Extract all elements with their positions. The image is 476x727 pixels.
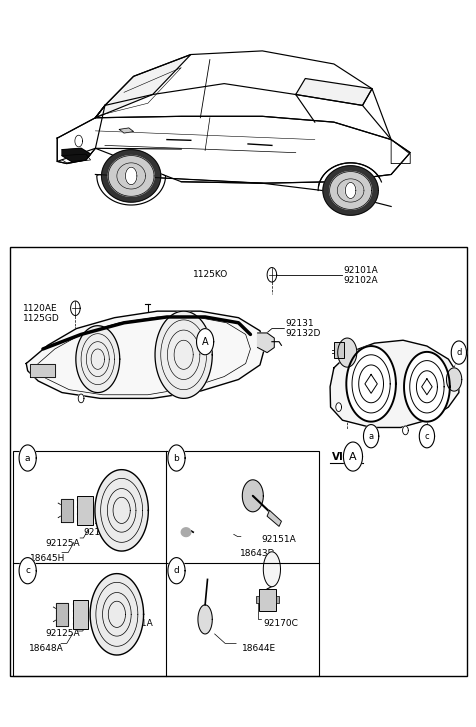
Bar	[275, 596, 278, 603]
Bar	[77, 496, 92, 525]
Polygon shape	[19, 445, 36, 471]
Polygon shape	[30, 364, 55, 377]
Text: 92151A: 92151A	[261, 535, 296, 544]
Polygon shape	[78, 394, 84, 403]
Polygon shape	[329, 340, 458, 427]
Bar	[333, 342, 344, 358]
Polygon shape	[119, 128, 133, 133]
Polygon shape	[418, 425, 434, 448]
Text: 92170C: 92170C	[263, 619, 298, 628]
Polygon shape	[446, 368, 461, 391]
Polygon shape	[57, 116, 409, 183]
Text: 18645H: 18645H	[30, 554, 65, 563]
Polygon shape	[337, 338, 356, 367]
Text: 1125KO: 1125KO	[192, 270, 228, 279]
Polygon shape	[335, 403, 341, 411]
Text: 18644E: 18644E	[242, 644, 276, 653]
Text: 18648A: 18648A	[29, 644, 63, 653]
Polygon shape	[168, 558, 185, 584]
Polygon shape	[90, 574, 143, 655]
Text: c: c	[424, 432, 428, 441]
Text: 92131: 92131	[285, 319, 313, 328]
Polygon shape	[322, 166, 377, 215]
Polygon shape	[75, 135, 82, 147]
Polygon shape	[345, 182, 355, 198]
Text: 1120AE: 1120AE	[23, 304, 58, 313]
Text: a: a	[25, 454, 30, 462]
Text: 92214: 92214	[83, 518, 111, 526]
Text: 1125GD: 1125GD	[23, 314, 60, 323]
Text: 92161A: 92161A	[118, 619, 153, 628]
Polygon shape	[97, 176, 165, 205]
Text: A: A	[348, 451, 356, 462]
Polygon shape	[56, 603, 68, 626]
Polygon shape	[196, 329, 213, 355]
Polygon shape	[101, 150, 160, 202]
Polygon shape	[108, 156, 154, 196]
Polygon shape	[57, 105, 105, 164]
Bar	[10, 247, 466, 676]
Polygon shape	[242, 480, 263, 512]
Text: 92140E: 92140E	[83, 528, 118, 537]
Polygon shape	[295, 79, 371, 105]
Polygon shape	[19, 558, 36, 584]
Bar	[72, 600, 88, 629]
Bar	[255, 596, 258, 603]
Polygon shape	[198, 605, 212, 634]
Polygon shape	[26, 311, 264, 398]
Text: 18643D: 18643D	[239, 550, 274, 558]
Polygon shape	[76, 326, 119, 393]
Polygon shape	[95, 116, 409, 183]
Polygon shape	[363, 425, 378, 448]
Polygon shape	[263, 552, 280, 587]
Text: 92125A: 92125A	[45, 539, 80, 548]
Text: A: A	[201, 337, 208, 347]
Polygon shape	[181, 528, 190, 537]
Polygon shape	[343, 442, 362, 471]
Text: 92101A: 92101A	[343, 266, 377, 275]
Polygon shape	[402, 426, 407, 435]
Polygon shape	[346, 346, 395, 422]
Text: 92102A: 92102A	[343, 276, 377, 285]
Polygon shape	[450, 341, 466, 364]
Polygon shape	[329, 172, 371, 209]
Polygon shape	[95, 55, 190, 118]
Polygon shape	[95, 470, 148, 551]
Text: b: b	[173, 454, 179, 462]
Polygon shape	[257, 333, 274, 353]
Text: a: a	[368, 432, 373, 441]
Polygon shape	[105, 51, 371, 105]
Polygon shape	[62, 148, 90, 161]
Text: c: c	[25, 566, 30, 575]
Polygon shape	[155, 311, 212, 398]
Polygon shape	[168, 445, 185, 471]
Text: VIEW: VIEW	[331, 451, 361, 462]
Text: d: d	[455, 348, 461, 357]
Polygon shape	[403, 352, 449, 422]
Polygon shape	[60, 499, 72, 522]
Text: 92132D: 92132D	[285, 329, 320, 338]
Text: 92125A: 92125A	[45, 630, 80, 638]
Polygon shape	[125, 167, 137, 185]
Polygon shape	[267, 510, 281, 526]
Bar	[258, 589, 275, 611]
Bar	[13, 451, 318, 676]
Text: d: d	[173, 566, 179, 575]
